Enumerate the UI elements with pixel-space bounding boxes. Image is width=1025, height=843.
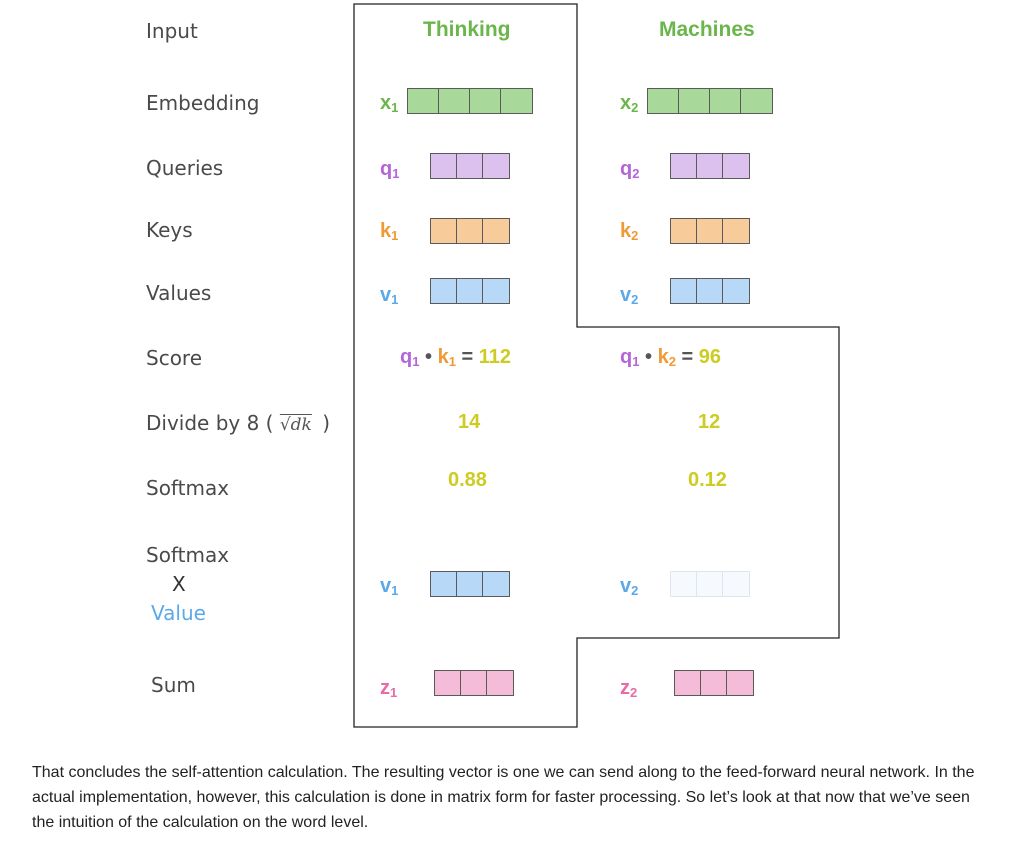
weighted-value-vector-2 <box>670 571 750 597</box>
divide-close: ) <box>322 411 331 435</box>
word-thinking: Thinking <box>423 18 511 41</box>
query-label-1: q1 <box>380 158 400 181</box>
row-label-softmax: Softmax <box>146 476 230 500</box>
divided-score-2: 12 <box>698 411 721 433</box>
query-vector-2 <box>670 153 750 179</box>
row-label-embedding: Embedding <box>146 91 260 115</box>
row-label-input: Input <box>146 19 198 43</box>
row-label-softmax-x-value-2: X <box>172 572 186 596</box>
focus-outline-shape <box>353 3 840 728</box>
row-label-softmax-x-value-1: Softmax <box>146 543 230 567</box>
row-label-keys: Keys <box>146 218 193 242</box>
row-label-values: Values <box>146 281 212 305</box>
row-label-sum: Sum <box>151 673 196 697</box>
sum-vector-2 <box>674 670 754 696</box>
key-vector-2 <box>670 218 750 244</box>
row-label-divide: Divide by 8 ( √dk ) <box>146 411 330 437</box>
key-label-1: k1 <box>380 220 399 243</box>
score-expression-1: q1 • k1 = 112 <box>400 346 512 369</box>
sqrt-dk-formula: √dk <box>279 415 312 435</box>
softmax-score-1: 0.88 <box>448 469 487 491</box>
weighted-value-label-2: v2 <box>620 575 639 598</box>
key-vector-1 <box>430 218 510 244</box>
row-label-softmax-x-value-3: Value <box>151 601 206 625</box>
softmax-score-2: 0.12 <box>688 469 727 491</box>
word-machines: Machines <box>659 18 755 41</box>
query-vector-1 <box>430 153 510 179</box>
value-label-2: v2 <box>620 284 639 307</box>
score-expression-2: q1 • k2 = 96 <box>620 346 722 369</box>
divide-text: Divide by 8 ( <box>146 411 274 435</box>
embedding-vector-1 <box>407 88 533 114</box>
embedding-vector-2 <box>647 88 773 114</box>
weighted-value-vector-1 <box>430 571 510 597</box>
explanation-paragraph: That concludes the self-attention calcul… <box>32 764 975 831</box>
divided-score-1: 14 <box>458 411 481 433</box>
embedding-label-1: x1 <box>380 92 399 115</box>
embedding-label-2: x2 <box>620 92 639 115</box>
value-vector-2 <box>670 278 750 304</box>
key-label-2: k2 <box>620 220 639 243</box>
sum-label-1: z1 <box>380 677 398 700</box>
row-label-queries: Queries <box>146 156 224 180</box>
query-label-2: q2 <box>620 158 640 181</box>
weighted-value-label-1: v1 <box>380 575 399 598</box>
value-label-1: v1 <box>380 284 399 307</box>
row-label-score: Score <box>146 346 203 370</box>
value-vector-1 <box>430 278 510 304</box>
sum-label-2: z2 <box>620 677 638 700</box>
sum-vector-1 <box>434 670 514 696</box>
